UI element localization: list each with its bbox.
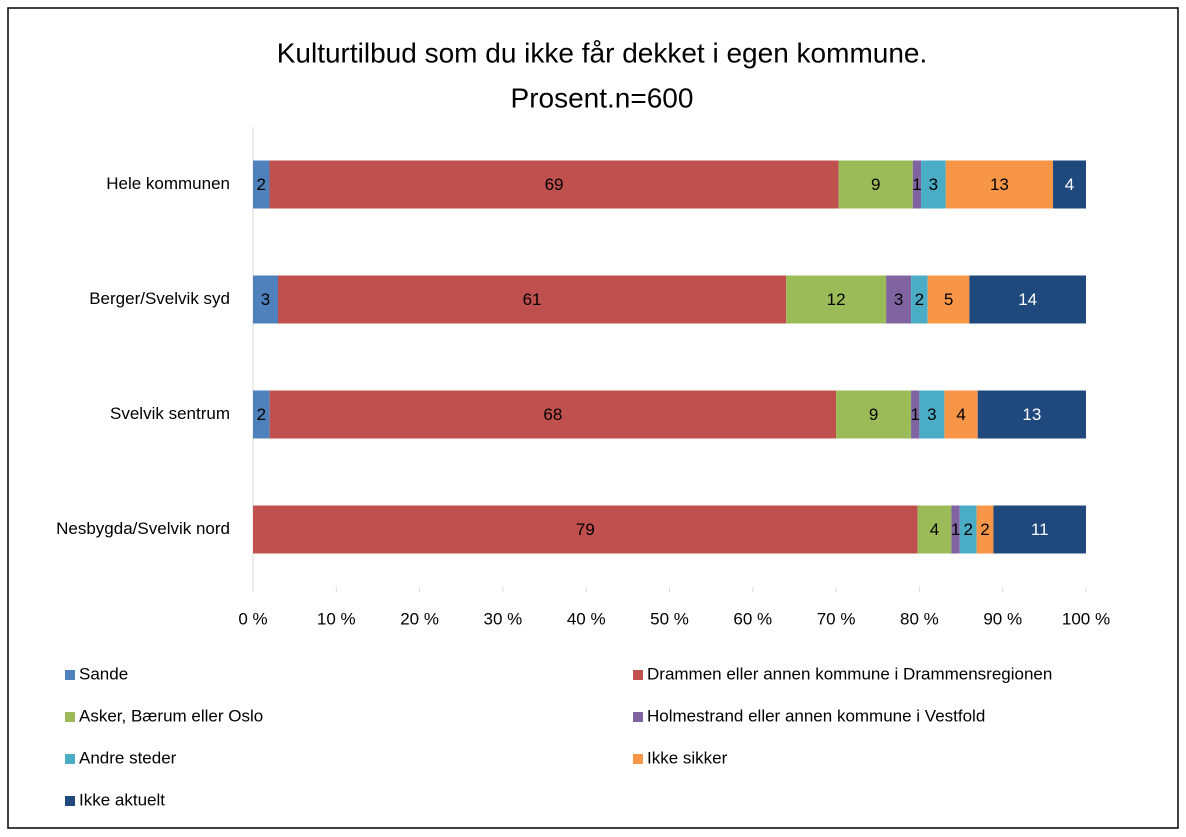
legend-label: Sande [79, 664, 128, 683]
bar-segment [253, 160, 270, 209]
x-tick-label: 40 % [567, 609, 606, 628]
bar-segment [269, 160, 839, 209]
legend-label: Ikke aktuelt [79, 790, 165, 809]
data-label: 61 [523, 290, 542, 309]
bar-segment [945, 160, 1054, 209]
bar-segment [253, 505, 918, 554]
bar-segment [911, 275, 928, 324]
data-label: 1 [911, 405, 920, 424]
bar-segment [959, 505, 977, 554]
data-label: 5 [944, 290, 953, 309]
bar-segment [977, 390, 1086, 439]
bar-segment [1053, 160, 1086, 209]
x-tick-label: 10 % [317, 609, 356, 628]
legend-label: Andre steder [79, 748, 177, 767]
data-label: 2 [257, 405, 266, 424]
bar-segment [969, 275, 1086, 324]
bar-segment [993, 505, 1086, 554]
x-tick-label: 50 % [650, 609, 689, 628]
bar-segment [277, 275, 787, 324]
bar-segment [269, 390, 837, 439]
data-label: 2 [980, 520, 989, 539]
bar-segment [919, 390, 945, 439]
bar-segment [836, 390, 912, 439]
legend-swatch [65, 670, 75, 680]
legend-label: Ikke sikker [647, 748, 728, 767]
legend-swatch [65, 754, 75, 764]
data-label: 9 [871, 175, 880, 194]
x-tick-label: 60 % [733, 609, 772, 628]
data-label: 79 [576, 520, 595, 539]
data-label: 2 [257, 175, 266, 194]
data-label: 14 [1018, 290, 1037, 309]
data-label: 1 [912, 175, 921, 194]
data-label: 4 [956, 405, 965, 424]
bar-segment [886, 275, 912, 324]
data-label: 12 [827, 290, 846, 309]
chart-title: Kulturtilbud som du ikke får dekket i eg… [277, 37, 928, 68]
bar-segment [917, 505, 952, 554]
y-tick-label: Nesbygda/Svelvik nord [56, 519, 230, 538]
bar-segment [944, 390, 978, 439]
bar-segment [786, 275, 887, 324]
x-tick-label: 70 % [817, 609, 856, 628]
x-tick-label: 90 % [983, 609, 1022, 628]
data-label: 11 [1031, 520, 1049, 539]
data-label: 68 [543, 405, 562, 424]
legend-label: Holmestrand eller annen kommune i Vestfo… [647, 706, 985, 725]
y-tick-label: Hele kommunen [106, 174, 230, 193]
x-tick-label: 0 % [238, 609, 267, 628]
data-label: 13 [990, 175, 1009, 194]
legend-swatch [633, 712, 643, 722]
legend-swatch [633, 670, 643, 680]
data-label: 2 [963, 520, 972, 539]
data-label: 13 [1022, 405, 1041, 424]
bar-segment [921, 160, 946, 209]
x-tick-label: 30 % [484, 609, 523, 628]
x-tick-label: 100 % [1062, 609, 1110, 628]
y-tick-label: Berger/Svelvik syd [89, 289, 230, 308]
bar-segment [911, 390, 920, 439]
bar-segment [951, 505, 960, 554]
legend-swatch [633, 754, 643, 764]
legend-label: Drammen eller annen kommune i Drammensre… [647, 664, 1052, 683]
legend-swatch [65, 712, 75, 722]
data-label: 3 [929, 175, 938, 194]
bar-segment [838, 160, 913, 209]
data-label: 3 [261, 290, 270, 309]
bar-segment [976, 505, 994, 554]
data-label: 3 [927, 405, 936, 424]
data-label: 3 [894, 290, 903, 309]
legend-label: Asker, Bærum eller Oslo [79, 706, 263, 725]
data-label: 4 [1065, 175, 1074, 194]
x-tick-label: 80 % [900, 609, 939, 628]
bar-segment [253, 390, 270, 439]
data-label: 1 [951, 520, 960, 539]
legend-swatch [65, 796, 75, 806]
bar-segment [253, 275, 278, 324]
data-label: 4 [930, 520, 939, 539]
chart-subtitle: Prosent.n=600 [511, 82, 694, 113]
bar-segment [912, 160, 922, 209]
data-label: 69 [545, 175, 564, 194]
data-label: 2 [915, 290, 924, 309]
bar-segment [927, 275, 970, 324]
x-tick-label: 20 % [400, 609, 439, 628]
data-label: 9 [869, 405, 878, 424]
y-tick-label: Svelvik sentrum [110, 404, 230, 423]
